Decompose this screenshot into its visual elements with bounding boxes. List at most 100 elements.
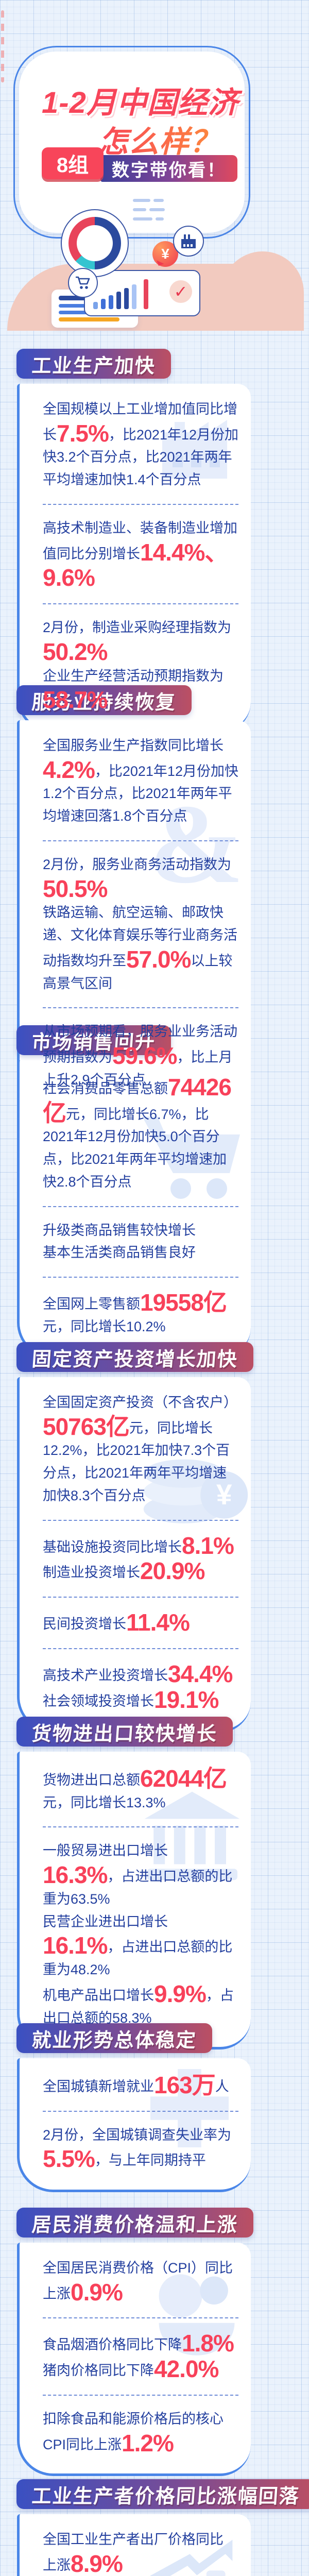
highlight-number: 62044亿 — [140, 1765, 227, 1792]
highlight-number: 4.2% — [43, 756, 95, 783]
section-card: 社会消费品零售总额74426亿元，同比增长6.7%，比2021年12月份加快5.… — [17, 1060, 251, 1359]
page-title-question: 怎么样？ — [96, 117, 220, 161]
cart-icon — [68, 268, 98, 298]
dashed-divider — [43, 1648, 238, 1649]
stat-text: 从市场预期看，服务业业务活动预期指数为59.6%，比上月上升2.9个百分点 — [43, 1024, 237, 1088]
highlight-number: 59.6% — [112, 1042, 177, 1070]
dashed-divider — [43, 503, 238, 505]
dashed-divider — [43, 1519, 238, 1521]
factory-icon — [173, 226, 204, 257]
highlight-number: 19.1% — [154, 1686, 219, 1713]
text-dashes — [133, 196, 195, 224]
highlight-number: 11.4% — [126, 1609, 190, 1636]
section-card: 全国城镇新增就业163万人 2月份，全国城镇调查失业率为5.5%，与上年同期持平 — [17, 2058, 251, 2193]
dashed-divider — [43, 603, 238, 605]
stat-text: 货物进出口总额62044亿元，同比增长13.3% — [43, 1765, 227, 1810]
decorative-dashes — [1, 10, 4, 82]
dashed-divider — [43, 1597, 238, 1598]
section-card: ¥ 全国固定资产投资（不含农户）50763亿元，同比增长12.2%，比2021年加… — [17, 1377, 251, 1733]
highlight-number: 7.5% — [57, 419, 109, 447]
highlight-number: 50763亿 — [43, 1413, 130, 1440]
dashed-divider — [43, 2110, 238, 2112]
dashed-divider — [43, 1277, 238, 1278]
stat-text: 高技术产业投资增长34.4% 社会领域投资增长19.1% — [43, 1660, 233, 1713]
highlight-number: 14.4%、9.6% — [43, 538, 228, 591]
section-header: 货物进出口较快增长 — [16, 1717, 233, 1747]
highlight-number: 5.5% — [43, 2145, 95, 2173]
highlight-number: 9.9% — [154, 1980, 207, 2007]
highlight-number: 58.7% — [43, 686, 108, 714]
section-cpi: 居民消费价格温和上涨全国居民消费价格（CPI）同比上涨0.9% 食品烟酒价格同比下… — [0, 2208, 309, 2477]
dashed-divider — [43, 1007, 238, 1009]
pink-blob-shape — [221, 251, 304, 331]
stat-text: 升级类商品销售较快增长 基本生活类商品销售良好 — [43, 1222, 196, 1261]
stat-text: 全国居民消费价格（CPI）同比上涨0.9% — [43, 2260, 233, 2306]
stat-text: 扣除食品和能源价格后的核心CPI同比上涨1.2% — [43, 2411, 224, 2456]
section-card: 全国规模以上工业增加值同比增长7.5%，比2021年12月份加快3.2个百分点，… — [17, 384, 251, 734]
check-icon — [169, 280, 192, 303]
section-trade: 货物进出口较快增长货物进出口总额62044亿元，同比增长13.3% 一般贸易进出口… — [0, 1717, 309, 2050]
stat-text: 一般贸易进出口增长16.3%，占进出口总额的比重为63.5% 民营企业进出口增长1… — [43, 1843, 234, 2026]
title-badge-row: 8组 数字带你看！ — [42, 147, 237, 182]
dashed-divider — [43, 1826, 238, 1828]
stat-text: 全国服务业生产指数同比增长4.2%，比2021年12月份加快1.2个百分点，比2… — [43, 738, 238, 824]
highlight-number: 16.3% — [43, 1861, 108, 1889]
page-title: 1-2月中国经济 — [42, 86, 238, 120]
stat-text: 2月份，服务业商务活动指数为50.5% 铁路运输、航空运输、邮政快递、文化体育娱乐… — [43, 856, 237, 991]
section-title: 居民消费价格温和上涨 — [31, 2214, 239, 2236]
hero-illustration: ¥ — [0, 198, 309, 408]
highlight-number: 34.4% — [168, 1660, 233, 1687]
stat-text: 2月份，制造业采购经理指数为50.2% 企业生产经营活动预期指数为58.7% — [43, 620, 232, 714]
stat-text: 高技术制造业、装备制造业增加值同比分别增长14.4%、9.6% — [43, 520, 237, 591]
watermark-amp-icon: & — [149, 781, 244, 907]
section-card: 全国居民消费价格（CPI）同比上涨0.9% 食品烟酒价格同比下降1.8% 猪肉价格同… — [17, 2243, 251, 2477]
watermark-bank-icon — [135, 1783, 249, 1899]
stat-text: 基础设施投资同比增长8.1% 制造业投资增长20.9% — [43, 1532, 234, 1585]
highlight-number: 16.1% — [43, 1932, 108, 1959]
dashed-divider — [43, 2394, 238, 2396]
stat-text: 食品烟酒价格同比下降1.8% 猪肉价格同比下降42.0% — [43, 2330, 234, 2383]
section-title: 货物进出口较快增长 — [31, 1723, 218, 1745]
count-badge: 8组 — [42, 147, 104, 179]
highlight-number: 42.0% — [154, 2355, 219, 2383]
section-title: 固定资产投资增长加快 — [31, 1348, 239, 1370]
watermark-plus-icon — [141, 2059, 238, 2160]
watermark-coins-icon: ¥ — [136, 1421, 251, 1543]
highlight-number: 57.0% — [126, 945, 191, 973]
section-header: 市场销售回升 — [16, 1025, 171, 1055]
stat-text: 全国规模以上工业增加值同比增长7.5%，比2021年12月份加快3.2个百分点，… — [43, 401, 238, 488]
section-industry: 工业生产加快全国规模以上工业增加值同比增长7.5%，比2021年12月份加快3.… — [0, 349, 309, 734]
highlight-number: 50.2% — [43, 638, 108, 665]
watermark-factory-icon — [147, 391, 250, 497]
highlight-number: 20.9% — [140, 1557, 205, 1585]
stat-text: 全国网上零售额19558亿元，同比增长10.2% — [43, 1289, 227, 1334]
section-header: 固定资产投资增长加快 — [16, 1342, 254, 1372]
highlight-number: 163万 — [154, 2072, 216, 2098]
dashed-divider — [43, 2317, 238, 2319]
section-title: 工业生产加快 — [31, 355, 157, 377]
section-market-sales: 市场销售回升社会消费品零售总额74426亿元，同比增长6.7%，比2021年12… — [0, 1025, 309, 1359]
highlight-number: 1.8% — [182, 2330, 234, 2357]
watermark-arrow-icon — [128, 2526, 247, 2576]
dashed-divider — [43, 1206, 238, 1207]
section-header: 服务业持续恢复 — [16, 685, 192, 715]
highlight-number: 8.1% — [182, 1532, 234, 1559]
highlight-number: 1.2% — [122, 2429, 174, 2456]
section-services: 服务业持续恢复 & 全国服务业生产指数同比增长4.2%，比2021年12月份加快1.… — [0, 685, 309, 1112]
section-header: 居民消费价格温和上涨 — [16, 2208, 254, 2238]
highlight-number: 74426亿 — [43, 1074, 232, 1126]
highlight-number: 8.9% — [71, 2550, 123, 2576]
section-card: 货物进出口总额62044亿元，同比增长13.3% 一般贸易进出口增长16.3%，占… — [17, 1752, 251, 2050]
highlight-number: 50.5% — [43, 875, 108, 902]
subtitle-banner: 数字带你看！ — [100, 155, 237, 182]
watermark-food-icon — [143, 2260, 251, 2371]
donut-chart-icon — [61, 209, 129, 277]
title-card: 1-2月中国经济 怎么样？ 8组 数字带你看！ — [13, 46, 250, 239]
stat-text: 2月份，全国城镇调查失业率为5.5%，与上年同期持平 — [43, 2127, 232, 2173]
section-header: 工业生产者价格同比涨幅回落 — [16, 2479, 309, 2509]
section-header: 工业生产加快 — [16, 349, 171, 379]
bar-chart-icon — [93, 279, 151, 309]
dashed-divider — [43, 840, 238, 841]
stat-text: 社会消费品零售总额74426亿元，同比增长6.7%，比2021年12月份加快5.… — [43, 1074, 232, 1190]
